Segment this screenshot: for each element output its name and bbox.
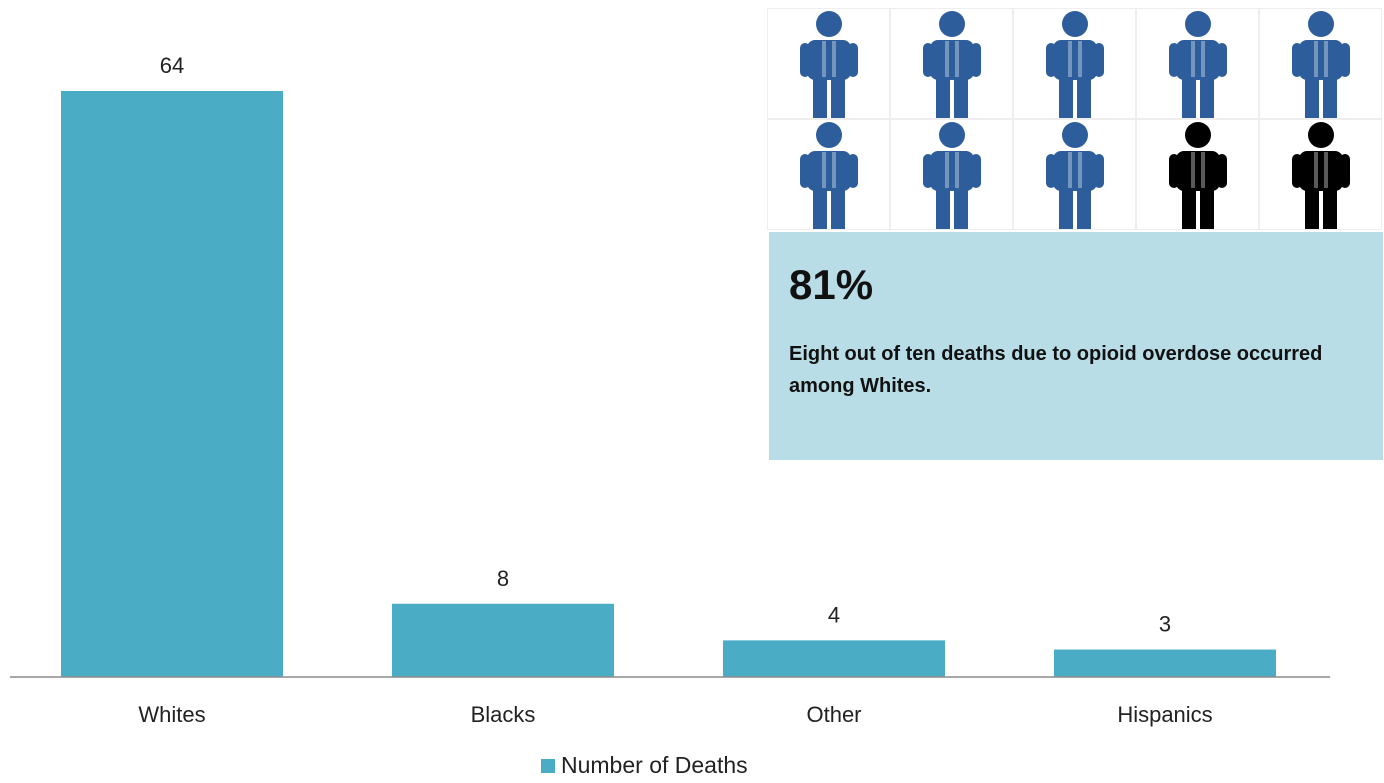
person-icon [1040,121,1110,229]
person-icon [1163,10,1233,118]
person-icon [794,10,864,118]
person-icon [1040,10,1110,118]
chart-legend: Number of Deaths [541,752,748,779]
icon-cell [890,119,1013,230]
legend-label: Number of Deaths [561,752,748,779]
x-tick-hispanics: Hispanics [1117,702,1212,727]
icon-cell [1136,119,1259,230]
icon-cell [767,8,890,119]
x-tick-other: Other [806,702,861,727]
data-label-other: 4 [828,602,840,627]
person-icon [917,10,987,118]
data-label-blacks: 8 [497,566,509,591]
bar-other [723,640,945,677]
bar-hispanics [1054,650,1276,677]
icon-cell [1013,119,1136,230]
callout-description: Eight out of ten deaths due to opioid ov… [789,338,1369,402]
person-icon [917,121,987,229]
icon-cell [890,8,1013,119]
icon-cell [1259,8,1382,119]
icon-cell [767,119,890,230]
icon-cell [1013,8,1136,119]
person-icon [1163,121,1233,229]
icon-cell [1259,119,1382,230]
x-tick-blacks: Blacks [471,702,536,727]
callout-box: 81% Eight out of ten deaths due to opioi… [769,232,1383,460]
data-label-whites: 64 [160,53,184,78]
data-label-hispanics: 3 [1159,612,1171,637]
person-icon-grid [767,8,1382,230]
bar-blacks [392,604,614,677]
person-icon [1286,10,1356,118]
bar-whites [61,91,283,677]
icon-cell [1136,8,1259,119]
person-icon [1286,121,1356,229]
legend-swatch [541,759,555,773]
person-icon [794,121,864,229]
x-tick-whites: Whites [138,702,205,727]
callout-percent: 81% [789,262,1363,308]
